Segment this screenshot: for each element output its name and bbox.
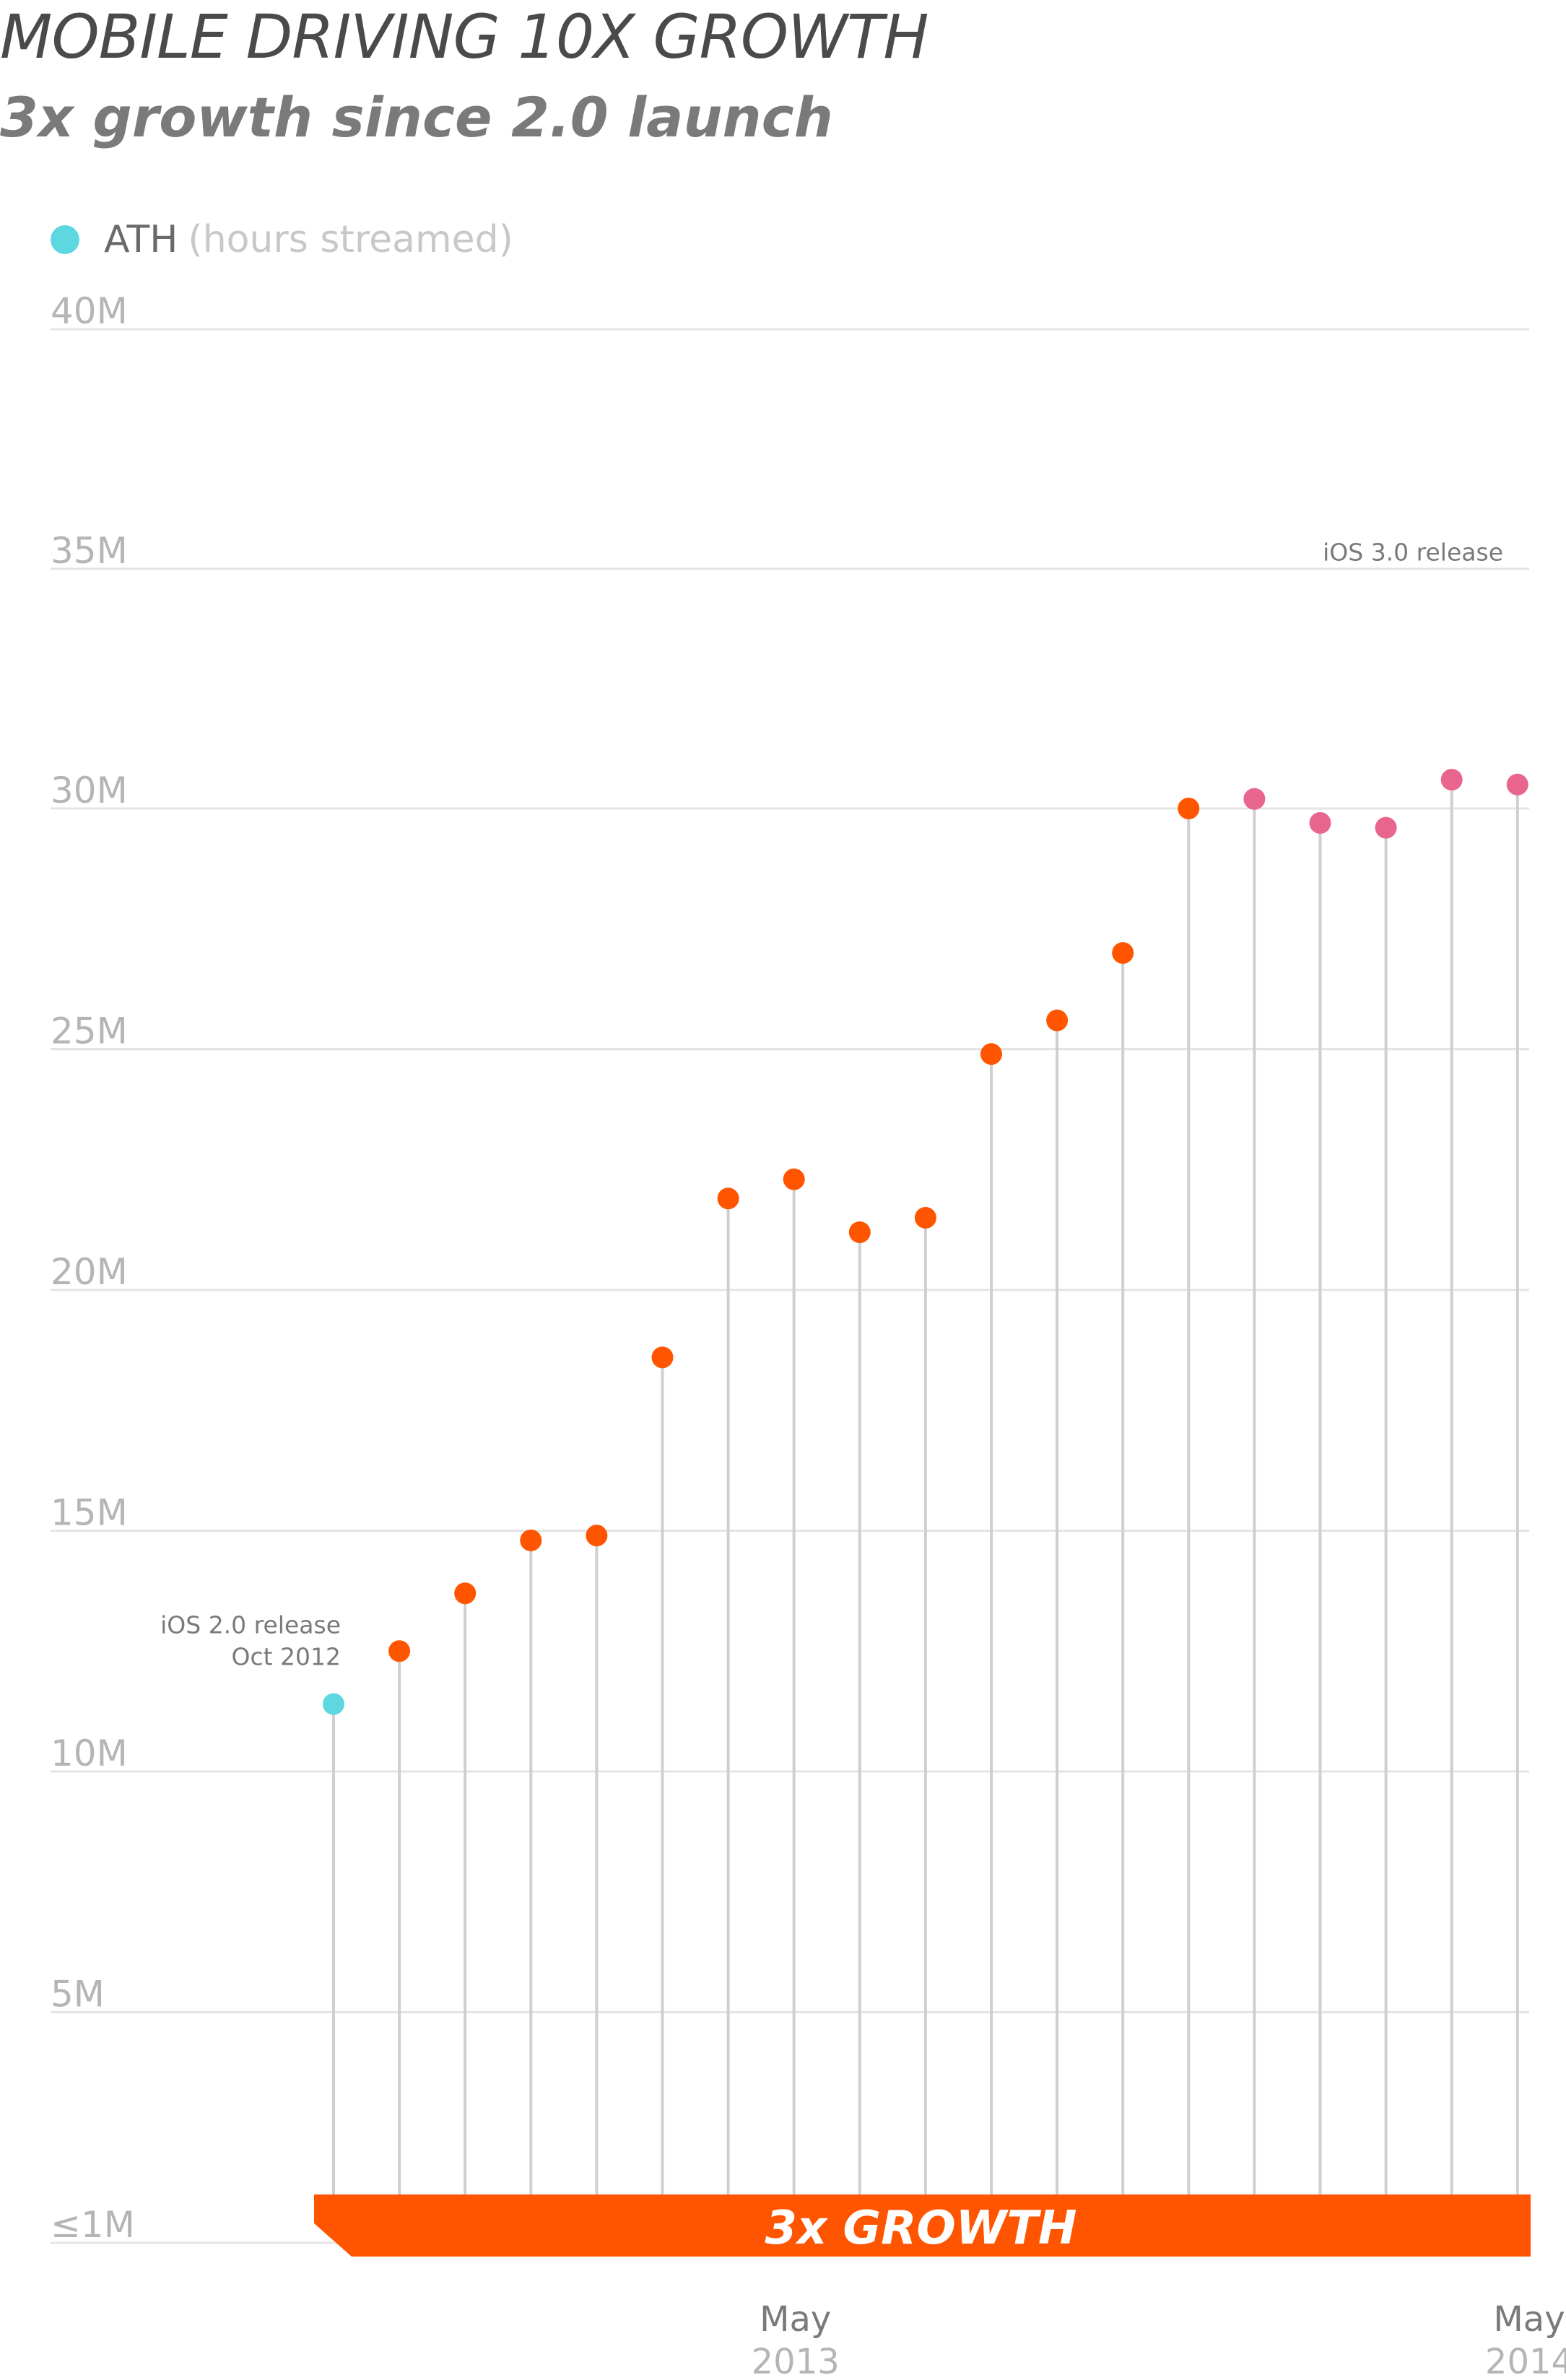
y-tick-label: 30M [51, 770, 128, 811]
stems [332, 780, 1519, 2194]
data-point [520, 1529, 542, 1551]
annotation-label: iOS 2.0 release [160, 1611, 341, 1639]
x-tick-month: May [1493, 2299, 1565, 2340]
data-point [1046, 1009, 1069, 1032]
chart-subtitle: 3x growth since 2.0 launch [0, 85, 833, 149]
legend: ATH (hours streamed) [51, 217, 513, 263]
data-point [586, 1525, 608, 1547]
y-tick-label: 15M [51, 1492, 128, 1534]
data-point [1178, 798, 1200, 819]
legend-dot-icon [51, 225, 79, 254]
y-tick-label: 35M [51, 530, 128, 572]
annotation-label: iOS 3.0 release [1323, 539, 1503, 567]
x-tick-month: May [760, 2299, 831, 2340]
x-tick-year: 2014 [1485, 2342, 1566, 2380]
data-point [914, 1206, 936, 1229]
data-point [1506, 773, 1528, 795]
data-points [323, 769, 1528, 1715]
data-point [980, 1043, 1002, 1065]
data-point [1243, 788, 1266, 810]
data-point [717, 1187, 739, 1210]
data-point [783, 1168, 805, 1190]
gridlines [51, 328, 1529, 2244]
data-point [1440, 769, 1463, 791]
y-tick-label: 25M [51, 1011, 128, 1052]
data-point [848, 1221, 871, 1243]
annotations: iOS 2.0 release Oct 2012 iOS 3.0 release [160, 539, 1503, 1671]
x-tick-year: 2013 [752, 2342, 840, 2380]
chart-title: MOBILE DRIVING 10X GROWTH [0, 1, 928, 72]
y-axis-labels: 40M 35M 30M 25M 20M 15M 10M 5M ≤1M [51, 290, 135, 2246]
y-tick-label: 5M [51, 1974, 105, 2015]
annotation-label: Oct 2012 [231, 1643, 341, 1671]
data-point [1112, 942, 1134, 964]
banner-shape [314, 2194, 1531, 2257]
y-tick-label: 10M [51, 1732, 128, 1774]
y-tick-label: 40M [51, 290, 128, 332]
data-point [651, 1346, 674, 1369]
data-point [388, 1640, 411, 1662]
data-point [454, 1582, 477, 1605]
y-tick-label: 20M [51, 1251, 128, 1293]
data-point [1375, 816, 1397, 839]
legend-series-name: ATH [104, 218, 178, 261]
legend-series-unit: (hours streamed) [188, 218, 513, 261]
data-point [323, 1693, 344, 1715]
growth-banner: 3x GROWTH [314, 2194, 1531, 2257]
y-tick-label: ≤1M [51, 2204, 135, 2246]
data-point [1309, 812, 1331, 834]
banner-label: 3x GROWTH [765, 2202, 1076, 2255]
